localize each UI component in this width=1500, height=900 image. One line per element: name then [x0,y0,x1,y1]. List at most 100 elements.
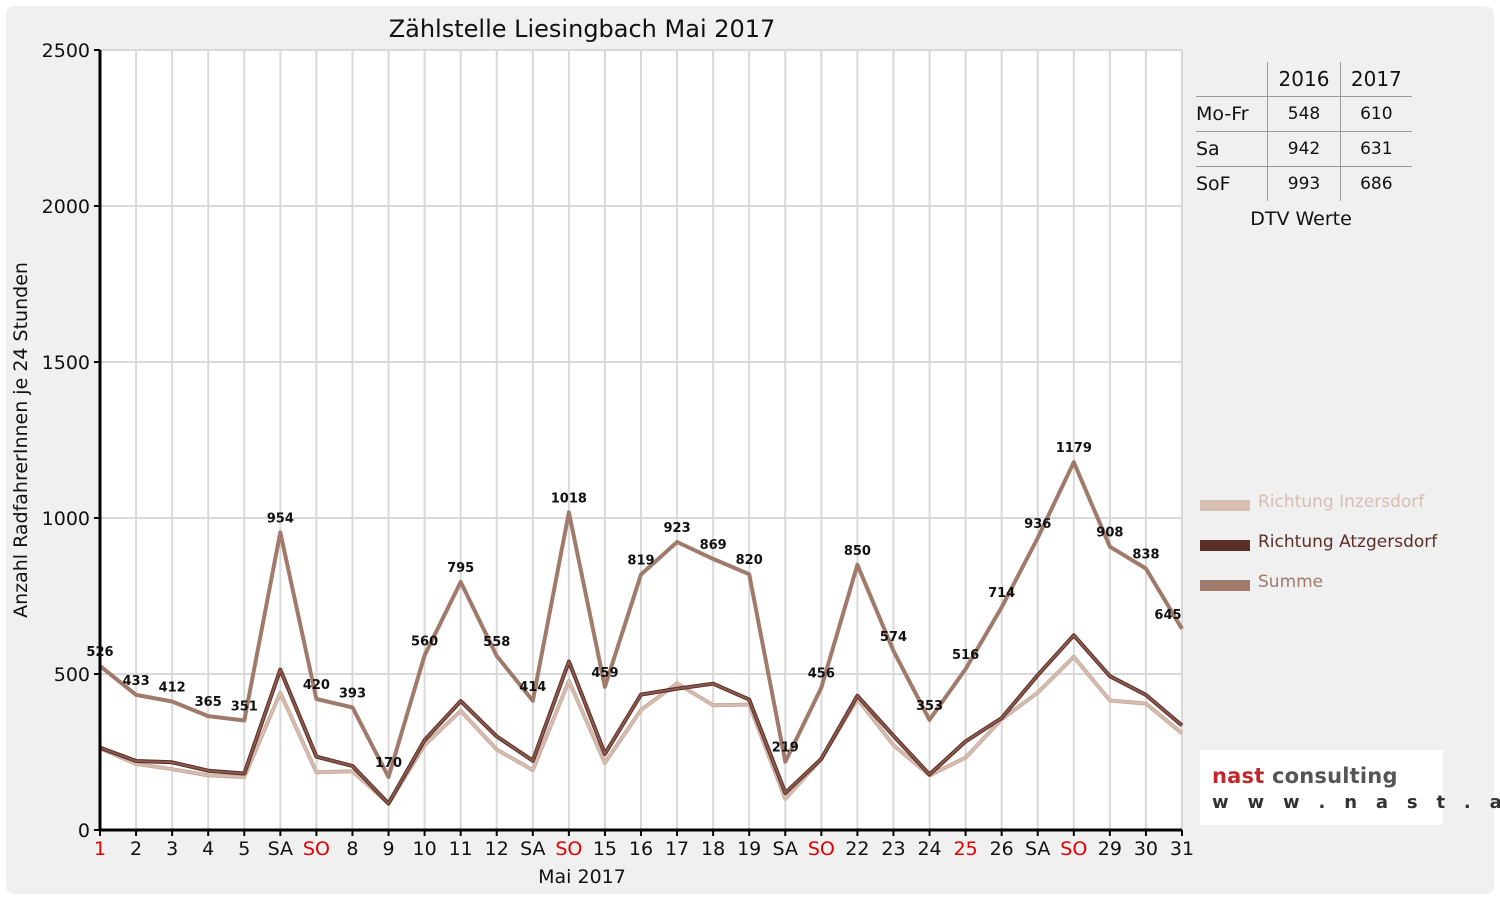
data-label: 459 [591,666,618,681]
data-label: 574 [880,630,907,645]
axes [94,49,1183,836]
x-tick-label: 15 [593,838,617,860]
x-tick-label: 10 [413,838,437,860]
logo-name-part1: nast [1212,764,1265,788]
dtv-header-blank [1196,62,1268,97]
y-tick-label: 2000 [42,196,90,218]
data-label: 1179 [1056,441,1092,456]
x-tick-label: SO [555,838,582,860]
x-tick-label: 8 [346,838,358,860]
x-tick-label: 2 [130,838,142,860]
x-tick-label: 18 [701,838,725,860]
data-label: 795 [447,561,474,576]
grid [100,49,1183,830]
dtv-row: SoF 993 686 [1196,166,1412,201]
legend-swatch [1200,580,1250,591]
legend-swatch [1200,540,1250,551]
x-tick-label: 29 [1098,838,1122,860]
dtv-value-2016: 548 [1267,96,1341,132]
legend-label: Richtung Inzersdorf [1258,492,1425,512]
data-label: 353 [916,699,943,714]
y-axis-title: Anzahl RadfahrerInnen je 24 Stunden [10,262,32,618]
data-label: 819 [627,553,654,568]
data-label: 526 [86,645,113,660]
data-label: 936 [1024,517,1051,532]
x-tick-label: 11 [449,838,473,860]
data-label: 645 [1154,608,1181,623]
x-tick-label: SA [1025,838,1050,860]
data-label: 414 [519,680,546,695]
x-tick-label: SA [520,838,545,860]
legend-label: Richtung Atzgersdorf [1258,532,1438,552]
data-label: 170 [375,756,402,771]
series-line-1 [99,634,1183,805]
data-label: 433 [122,674,149,689]
y-tick-label: 1000 [42,508,90,530]
y-tick-label: 2500 [42,40,90,62]
x-tick-label: 1 [94,838,106,860]
series-line-2 [99,461,1183,778]
logo-name: nast consulting [1212,764,1398,788]
dtv-value-2016: 942 [1267,131,1341,167]
y-tick-label: 500 [54,664,90,686]
dtv-header-2017: 2017 [1339,62,1412,97]
data-label: 869 [700,538,727,553]
series-lines [98,460,1184,806]
x-tick-label: 30 [1134,838,1158,860]
x-tick-label: 17 [665,838,689,860]
x-tick-label: 26 [990,838,1014,860]
dtv-row-label: Mo-Fr [1196,96,1268,132]
dtv-row-label: Sa [1196,131,1268,167]
chart-title: Zählstelle Liesingbach Mai 2017 [389,15,776,43]
data-label: 838 [1132,548,1159,563]
x-tick-label: 12 [485,838,509,860]
data-label: 393 [339,686,366,701]
data-label: 365 [195,695,222,710]
data-label: 1018 [551,491,587,506]
x-tick-label: 19 [737,838,761,860]
dtv-header-row: 2016 2017 [1196,62,1412,97]
data-label: 558 [483,635,510,650]
dtv-value-2017: 610 [1339,96,1412,132]
data-label: 516 [952,648,979,663]
x-tick-label: 23 [881,838,905,860]
dtv-value-2017: 686 [1339,166,1412,201]
dtv-header-2016: 2016 [1267,62,1341,97]
x-tick-label: 4 [202,838,214,860]
data-labels: 526 433 412 365 351 954 420 393 170 560 795 558 414 1… [86,441,1181,771]
dtv-row-label: SoF [1196,173,1231,195]
x-tick-label: SA [773,838,798,860]
data-label: 714 [988,586,1015,601]
x-tick-label: 9 [382,838,394,860]
data-label: 456 [808,667,835,682]
data-label: 954 [267,511,294,526]
legend-label: Summe [1258,572,1324,592]
logo-url: w w w . n a s t . a t [1212,792,1500,813]
data-label: 923 [663,521,690,536]
x-tick-label: 31 [1170,838,1194,860]
data-label: 820 [736,553,763,568]
x-axis-title: Mai 2017 [538,866,626,888]
data-label: 351 [231,699,258,714]
data-label: 850 [844,544,871,559]
x-tick-label: 25 [954,838,978,860]
data-label: 412 [159,680,186,695]
data-label: 420 [303,678,330,693]
dtv-value-2016: 993 [1267,166,1341,201]
data-label: 560 [411,634,438,649]
x-tick-label: SO [303,838,330,860]
x-tick-label: 22 [845,838,869,860]
logo-name-part2: consulting [1271,764,1398,788]
dtv-table: 2016 2017 Mo-Fr 548 610 Sa 942 631 SoF 9… [1196,62,1412,201]
nast-consulting-logo: nast consulting w w w . n a s t . a t [1200,750,1500,825]
x-tick-label: 3 [166,838,178,860]
y-tick-label: 1500 [42,352,90,374]
x-tick-label: SO [808,838,835,860]
x-tick-label: SA [268,838,293,860]
dtv-row: Sa 942 631 [1196,131,1412,167]
dtv-value-2017: 631 [1339,131,1412,167]
data-label: 219 [772,741,799,756]
y-tick-label: 0 [78,820,90,842]
